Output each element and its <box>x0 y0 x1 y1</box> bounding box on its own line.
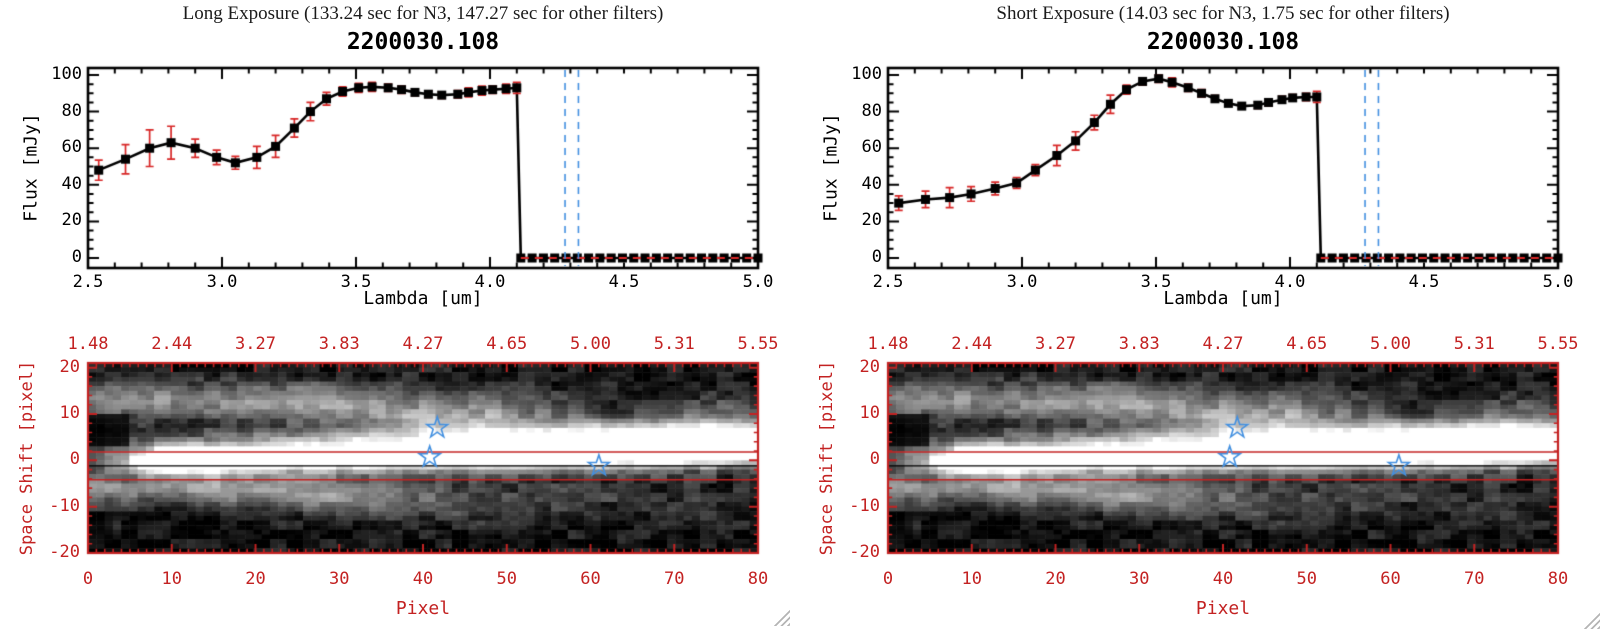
short-lambda-axis-label: Lambda [um] <box>1163 288 1283 309</box>
short-wavelength-tick: 5.00 <box>1370 334 1411 354</box>
long-lambda-tick: 2.5 <box>72 272 104 292</box>
short-lambda-tick: 5.0 <box>1542 272 1574 292</box>
short-pixel-tick: 80 <box>1547 569 1569 589</box>
short-lambda-tick: 4.5 <box>1408 272 1440 292</box>
short-pixel-tick: 70 <box>1464 569 1485 589</box>
short-lambda-tick: 3.0 <box>1006 272 1038 292</box>
short-flux-axis-label: Flux [mJy] <box>820 113 842 222</box>
long-lambda-tick: 4.0 <box>474 272 506 292</box>
long-lambda-tick: 5.0 <box>742 272 774 292</box>
short-exposure-window-title: Short Exposure (14.03 sec for N3, 1.75 s… <box>996 3 1450 24</box>
short-flux-tick: 100 <box>851 64 882 84</box>
short-pixel-axis-label: Pixel <box>1195 598 1251 619</box>
long-wavelength-tick: 5.55 <box>737 334 779 354</box>
short-wavelength-tick: 5.55 <box>1537 334 1579 354</box>
long-pixel-tick: 40 <box>412 569 434 589</box>
long-wavelength-tick: 2.44 <box>151 334 193 354</box>
short-pixel-tick: 60 <box>1380 569 1401 589</box>
short-wavelength-tick: 4.27 <box>1202 334 1244 354</box>
short-wavelength-tick: 1.48 <box>867 334 909 354</box>
long-pixel-tick: 20 <box>245 569 266 589</box>
long-pixel-tick: 80 <box>747 569 769 589</box>
long-wavelength-tick: 4.27 <box>402 334 444 354</box>
long-pixel-tick: 60 <box>580 569 601 589</box>
long-wavelength-tick: 3.27 <box>235 334 276 354</box>
short-shift-tick: 10 <box>859 402 880 423</box>
long-pixel-axis-label: Pixel <box>395 598 451 619</box>
short-pixel-tick: 0 <box>882 569 894 589</box>
long-lambda-axis-label: Lambda [um] <box>363 288 483 309</box>
short-flux-tick: 80 <box>861 100 882 121</box>
long-wavelength-tick: 3.83 <box>318 334 360 354</box>
short-shift-tick: 0 <box>869 449 880 470</box>
long-lambda-tick: 4.5 <box>608 272 640 292</box>
long-flux-tick: 80 <box>61 100 82 121</box>
short-lambda-tick: 3.5 <box>1140 272 1172 292</box>
short-flux-tick: 0 <box>871 247 882 267</box>
long-wavelength-tick: 4.65 <box>486 334 528 354</box>
short-wavelength-tick: 4.65 <box>1286 334 1328 354</box>
long-flux-tick: 100 <box>51 64 82 84</box>
long-flux-axis-label: Flux [mJy] <box>20 113 42 222</box>
long-pixel-tick: 30 <box>329 569 350 589</box>
long-flux-tick: 60 <box>61 137 82 158</box>
long-pixel-tick: 10 <box>161 569 182 589</box>
long-exposure-window-title: Long Exposure (133.24 sec for N3, 147.27… <box>182 3 664 24</box>
short-spectrum-title: 2200030.108 <box>1146 29 1300 55</box>
long-shift-tick: 10 <box>59 402 80 423</box>
short-pixel-tick: 10 <box>961 569 982 589</box>
long-spectrum-title: 2200030.108 <box>346 29 500 55</box>
long-lambda-tick: 3.5 <box>340 272 372 292</box>
short-wavelength-tick: 3.83 <box>1118 334 1160 354</box>
short-flux-tick: 40 <box>861 173 882 194</box>
short-flux-tick: 60 <box>861 137 882 158</box>
short-pixel-tick: 30 <box>1129 569 1150 589</box>
short-pixel-tick: 40 <box>1212 569 1234 589</box>
short-lambda-tick: 2.5 <box>872 272 904 292</box>
long-wavelength-tick: 5.31 <box>653 334 695 354</box>
long-flux-tick: 20 <box>61 210 82 231</box>
short-wavelength-tick: 5.31 <box>1453 334 1495 354</box>
long-pixel-tick: 50 <box>496 569 517 589</box>
short-wavelength-tick: 3.27 <box>1035 334 1076 354</box>
short-flux-tick: 20 <box>861 210 882 231</box>
short-wavelength-tick: 2.44 <box>951 334 993 354</box>
short-shift-tick: -10 <box>849 495 880 516</box>
long-flux-tick: 40 <box>61 173 82 194</box>
long-pixel-tick: 0 <box>82 569 94 589</box>
long-wavelength-tick: 5.00 <box>570 334 611 354</box>
short-lambda-tick: 4.0 <box>1274 272 1306 292</box>
long-lambda-tick: 3.0 <box>206 272 238 292</box>
short-pixel-tick: 20 <box>1045 569 1066 589</box>
long-wavelength-tick: 1.48 <box>67 334 109 354</box>
short-shift-tick: 20 <box>859 356 880 377</box>
long-shift-tick: -10 <box>49 495 80 516</box>
short-pixel-tick: 50 <box>1296 569 1317 589</box>
long-shift-tick: 20 <box>59 356 80 377</box>
long-flux-tick: 0 <box>71 247 82 267</box>
short-shift-tick: -20 <box>849 542 880 562</box>
long-shift-tick: 0 <box>69 449 80 470</box>
long-shift-tick: -20 <box>49 542 80 562</box>
long-pixel-tick: 70 <box>664 569 685 589</box>
